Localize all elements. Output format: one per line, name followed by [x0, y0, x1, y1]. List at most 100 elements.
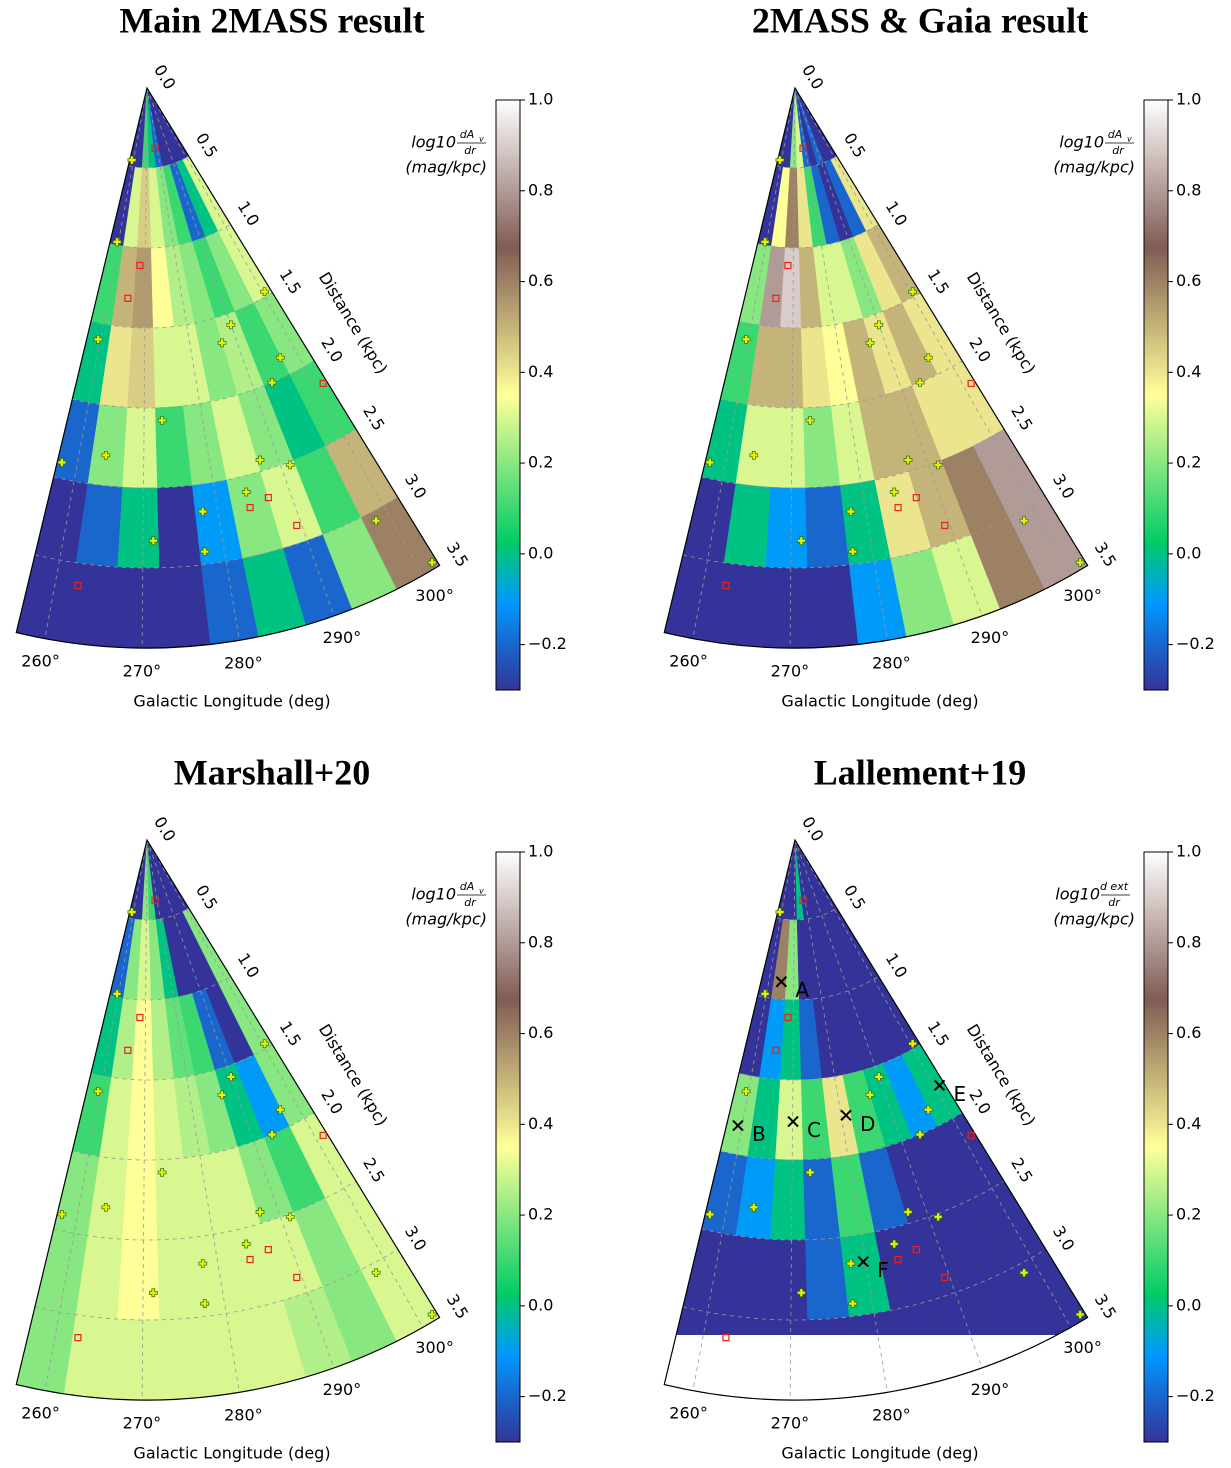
- square-source: [799, 896, 807, 904]
- r-tick-label: 1.5: [276, 1018, 305, 1050]
- plus-source: [805, 416, 815, 425]
- plus-source: [865, 338, 875, 348]
- heatmap-cell: [770, 407, 806, 489]
- plus-source: [267, 378, 277, 387]
- grid-line: [146, 839, 424, 1328]
- plus-source: [427, 1310, 437, 1319]
- colorbar-label-unit: (mag/kpc): [1053, 910, 1135, 929]
- square-source: [151, 144, 159, 152]
- square-source: [894, 1255, 902, 1264]
- theta-tick-label: 260°: [21, 1404, 60, 1423]
- square-source: [772, 1046, 780, 1054]
- square-source: [784, 1013, 792, 1022]
- plus-source: [805, 1168, 815, 1177]
- grid-arc: [72, 360, 315, 409]
- plus-source: [371, 516, 381, 526]
- colorbar: [1143, 851, 1169, 1443]
- square-source: [941, 1273, 949, 1282]
- r-tick-label: 0.5: [192, 881, 221, 913]
- plus-source: [127, 907, 137, 917]
- colorbar-tick-label: 0.0: [1176, 1295, 1201, 1314]
- annotation-label: F: [877, 1258, 889, 1282]
- wedge-outline: [15, 86, 441, 649]
- plus-source: [260, 1039, 269, 1049]
- colorbar-tick-label: 0.2: [1176, 1205, 1201, 1224]
- r-tick-label: 0.5: [840, 881, 869, 913]
- r-tick-label: 2.0: [965, 334, 994, 366]
- colorbar-tick-label: 0.4: [1176, 362, 1201, 381]
- square-source: [772, 294, 780, 302]
- r-tick-label: 3.0: [1049, 470, 1078, 502]
- square-source: [941, 521, 949, 530]
- r-axis-label: Distance (kpc): [315, 269, 392, 378]
- square-source: [912, 1246, 920, 1254]
- heatmap-cell: [764, 1318, 809, 1335]
- plus-source: [112, 237, 122, 247]
- colorbar-label-denominator: dr: [1112, 144, 1125, 157]
- colorbar-tick-label: 1.0: [528, 90, 553, 109]
- colorbar-label-sub: v: [1127, 135, 1132, 144]
- colorbar-tick-label: 0.8: [528, 180, 553, 199]
- x-axis-label: Galactic Longitude (deg): [781, 692, 978, 711]
- wedge-outline: [15, 838, 441, 1401]
- chart-title: Marshall+20: [174, 752, 371, 792]
- r-tick-label: 1.0: [234, 950, 263, 982]
- plus-source: [846, 1259, 856, 1268]
- r-tick-label: 1.5: [276, 266, 305, 298]
- r-tick-label: 3.5: [443, 539, 472, 571]
- colorbar-label-unit: (mag/kpc): [405, 158, 487, 177]
- grid-arc: [34, 1248, 399, 1321]
- plus-source: [908, 287, 917, 297]
- square-source: [264, 1246, 272, 1254]
- square-source: [319, 379, 327, 388]
- theta-tick-label: 290°: [323, 628, 362, 647]
- colorbar-label-numerator: dA: [460, 128, 475, 141]
- grid-line: [146, 87, 240, 641]
- annotation-marker: [732, 1119, 744, 1132]
- plus-source: [127, 155, 137, 165]
- square-source: [124, 1046, 132, 1054]
- r-tick-label: 0.0: [150, 813, 179, 845]
- square-source: [967, 379, 975, 388]
- heatmap-cell: [775, 1079, 804, 1161]
- heatmap-cell: [890, 1299, 942, 1335]
- square-source: [722, 582, 730, 590]
- r-tick-label: 0.0: [150, 61, 179, 93]
- square-source: [967, 1131, 975, 1140]
- r-axis-label: Distance (kpc): [315, 1021, 392, 1130]
- heatmap-cell: [775, 327, 804, 409]
- annotation-marker: [840, 1109, 852, 1122]
- colorbar-tick-label: 1.0: [1176, 90, 1201, 109]
- plus-source: [903, 455, 913, 465]
- heatmap-cell: [849, 1310, 896, 1335]
- annotation-label: E: [954, 1082, 967, 1106]
- plus-source: [889, 1239, 899, 1249]
- plus-source: [427, 558, 437, 567]
- square-source: [246, 503, 254, 512]
- plus-source: [101, 450, 111, 460]
- annotation-marker: [775, 976, 788, 988]
- r-tick-label: 1.5: [924, 1018, 953, 1050]
- square-source: [136, 261, 144, 270]
- annotation-marker: [857, 1255, 870, 1268]
- theta-tick-label: 280°: [872, 1405, 911, 1424]
- colorbar-tick-label: −0.2: [1176, 1386, 1215, 1405]
- plus-source: [848, 547, 858, 556]
- colorbar-tick-label: 0.8: [528, 932, 553, 951]
- plus-source: [775, 907, 785, 917]
- square-source: [151, 896, 159, 904]
- colorbar-label-prefix: log10: [1055, 885, 1100, 904]
- r-tick-label: 2.5: [1007, 402, 1036, 434]
- colorbar-tick-label: 0.0: [528, 1295, 553, 1314]
- plus-source: [760, 237, 770, 247]
- annotation-label: C: [807, 1118, 821, 1142]
- plus-source: [260, 287, 269, 297]
- grid-arc: [701, 1180, 1005, 1241]
- plus-source: [903, 1207, 913, 1217]
- colorbar-tick-label: 0.6: [528, 1023, 553, 1042]
- heatmap: [663, 87, 1088, 649]
- plus-source: [285, 460, 295, 470]
- square-source: [784, 261, 792, 270]
- colorbar-tick-label: −0.2: [1176, 634, 1215, 653]
